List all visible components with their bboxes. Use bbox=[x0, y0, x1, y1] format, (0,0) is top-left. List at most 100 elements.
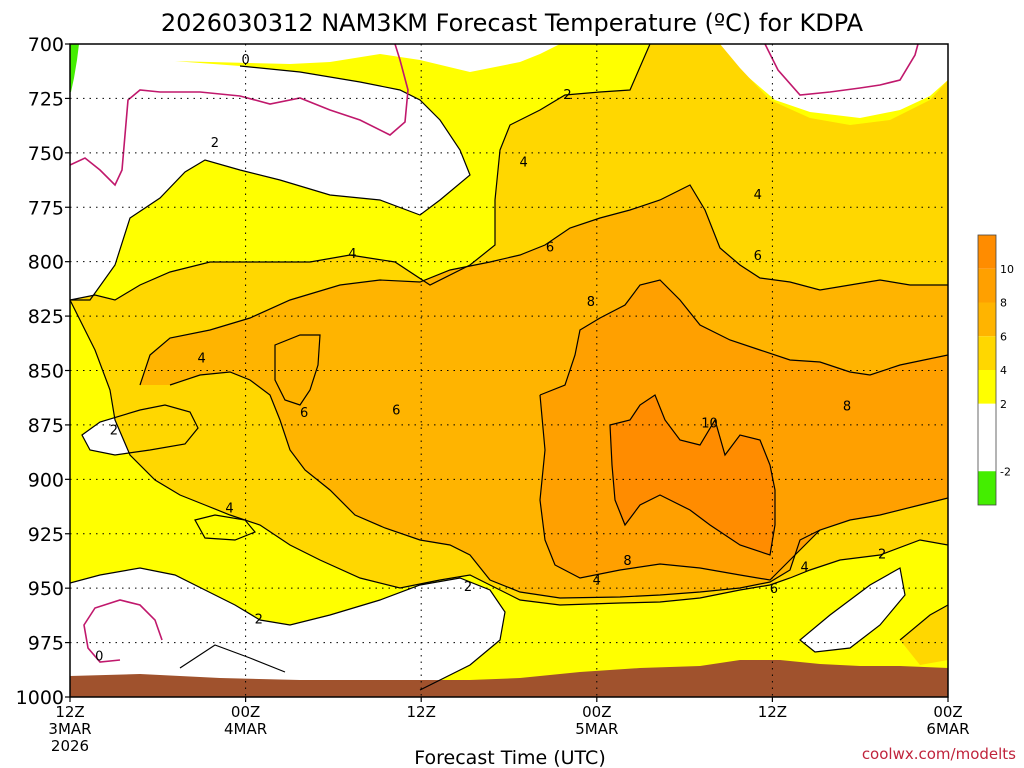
contour-label: 6 bbox=[392, 404, 400, 419]
contour-line-4-bottom-right bbox=[899, 604, 948, 641]
contour-label: 4 bbox=[800, 560, 808, 575]
contour-line-4-bottom-left bbox=[179, 644, 286, 673]
ground-terrain-top bbox=[70, 660, 948, 697]
x-tick-label: 2026 bbox=[51, 737, 89, 755]
y-tick-label: 950 bbox=[28, 578, 64, 600]
zero-contours bbox=[70, 44, 919, 663]
contour-label: 8 bbox=[587, 295, 595, 310]
contour-label: 8 bbox=[623, 554, 631, 569]
x-axis-label: Forecast Time (UTC) bbox=[414, 747, 605, 768]
x-tick-label: 12Z bbox=[55, 703, 84, 721]
x-tick-label: 12Z bbox=[758, 703, 787, 721]
y-tick-label: 850 bbox=[28, 361, 64, 383]
legend-swatch bbox=[978, 336, 996, 370]
x-tick-label: 12Z bbox=[407, 703, 436, 721]
y-tick-label: 750 bbox=[28, 143, 64, 165]
legend-label: -2 bbox=[1000, 465, 1011, 478]
y-tick-label: 900 bbox=[28, 469, 64, 491]
legend-frame bbox=[977, 234, 997, 506]
legend-swatch bbox=[978, 302, 996, 337]
contour-line-10 bbox=[609, 394, 776, 556]
field-minus2-2-top-left bbox=[70, 44, 560, 300]
x-tick-label: 4MAR bbox=[224, 720, 267, 738]
legend-label: 6 bbox=[1000, 330, 1007, 343]
x-tick-label: 3MAR bbox=[48, 720, 91, 738]
contour-label: 2 bbox=[563, 88, 571, 103]
y-tick-label: 1000 bbox=[16, 687, 64, 709]
contour-label: 6 bbox=[770, 582, 778, 597]
y-tick-label: 925 bbox=[28, 524, 64, 546]
contour-label: 2 bbox=[464, 580, 472, 595]
field-minus2-2-bottom-left bbox=[70, 568, 505, 697]
contour-label: 6 bbox=[300, 406, 308, 421]
x-tick-label: 00Z bbox=[933, 703, 962, 721]
contour-label: 6 bbox=[546, 240, 554, 255]
y-tick-label: 700 bbox=[28, 34, 64, 56]
contour-label: 8 bbox=[843, 399, 851, 414]
field-4-6-lower-right bbox=[900, 605, 948, 665]
contour-line-2-upper bbox=[70, 299, 948, 606]
x-tick-label: 00Z bbox=[231, 703, 260, 721]
grid-lines bbox=[70, 44, 948, 697]
y-tick-label: 825 bbox=[28, 306, 64, 328]
field-10-12 bbox=[610, 395, 775, 555]
field-minus2-2-bottom-right bbox=[800, 568, 905, 652]
field-minus4-minus2-corner bbox=[70, 44, 79, 92]
contour-label: 4 bbox=[593, 573, 601, 588]
contour-labels: 0 2 2 4 4 6 4 6 8 4 8 6 6 10 2 4 8 4 2 4 6 2 2 0 bbox=[95, 53, 886, 664]
contour-line-0-top-left bbox=[70, 44, 409, 187]
y-axis-ticks: 700 725 750 775 800 825 850 875 900 925 950 975 1000 bbox=[16, 34, 70, 709]
contour-label: 2 bbox=[211, 136, 219, 151]
credit-text: coolwx.com/modelts bbox=[862, 745, 1016, 763]
y-tick-label: 775 bbox=[28, 197, 64, 219]
contour-line-0-top-right bbox=[764, 44, 919, 96]
legend-label: 4 bbox=[1000, 364, 1007, 377]
y-tick-label: 725 bbox=[28, 88, 64, 110]
contour-line-6-island bbox=[274, 334, 321, 406]
contour-lines bbox=[70, 44, 948, 691]
chart-title: 2026030312 NAM3KM Forecast Temperature (… bbox=[161, 9, 864, 37]
contour-label: 4 bbox=[519, 156, 527, 171]
contour-label: 2 bbox=[255, 613, 263, 628]
legend-swatch bbox=[978, 403, 996, 472]
legend-label: 8 bbox=[1000, 297, 1007, 310]
contour-label: 4 bbox=[198, 351, 206, 366]
legend-swatch bbox=[978, 235, 996, 269]
y-tick-label: 875 bbox=[28, 415, 64, 437]
legend-label: 10 bbox=[1000, 263, 1014, 276]
field-minus2-2-top-right bbox=[715, 44, 948, 118]
contour-label: 2 bbox=[110, 423, 118, 438]
contour-line-0-bottom-left bbox=[83, 599, 163, 663]
field-8-10 bbox=[540, 280, 948, 580]
contour-line-4-island bbox=[194, 514, 256, 541]
legend-swatch bbox=[978, 370, 996, 404]
contour-label: 6 bbox=[754, 249, 762, 264]
contour-label: 0 bbox=[241, 53, 249, 68]
x-tick-label: 00Z bbox=[582, 703, 611, 721]
contour-line-8-lower bbox=[539, 394, 821, 581]
legend-swatch bbox=[978, 471, 996, 505]
contour-line-6-lower bbox=[169, 371, 948, 599]
color-legend: 10 8 6 4 2 -2 bbox=[977, 234, 1014, 506]
contour-line-2-bottom-right bbox=[799, 567, 906, 653]
contour-line-2-bottom bbox=[70, 567, 506, 691]
legend-swatch bbox=[978, 268, 996, 303]
contour-label: 2 bbox=[878, 547, 886, 562]
contour-label: 4 bbox=[348, 247, 356, 262]
temperature-field bbox=[70, 44, 948, 697]
legend-label: 2 bbox=[1000, 398, 1007, 411]
contour-line-6 bbox=[139, 184, 948, 386]
contour-line-4-top bbox=[70, 44, 651, 301]
contour-label: 4 bbox=[225, 502, 233, 517]
y-tick-label: 800 bbox=[28, 252, 64, 274]
contour-line-2-top bbox=[70, 65, 471, 301]
x-tick-label: 6MAR bbox=[926, 720, 969, 738]
contour-label: 0 bbox=[95, 650, 103, 665]
x-tick-label: 5MAR bbox=[575, 720, 618, 738]
y-tick-label: 975 bbox=[28, 633, 64, 655]
contour-line-2-left-blob bbox=[81, 404, 199, 456]
contour-label: 4 bbox=[754, 188, 762, 203]
contour-label: 10 bbox=[701, 417, 718, 432]
